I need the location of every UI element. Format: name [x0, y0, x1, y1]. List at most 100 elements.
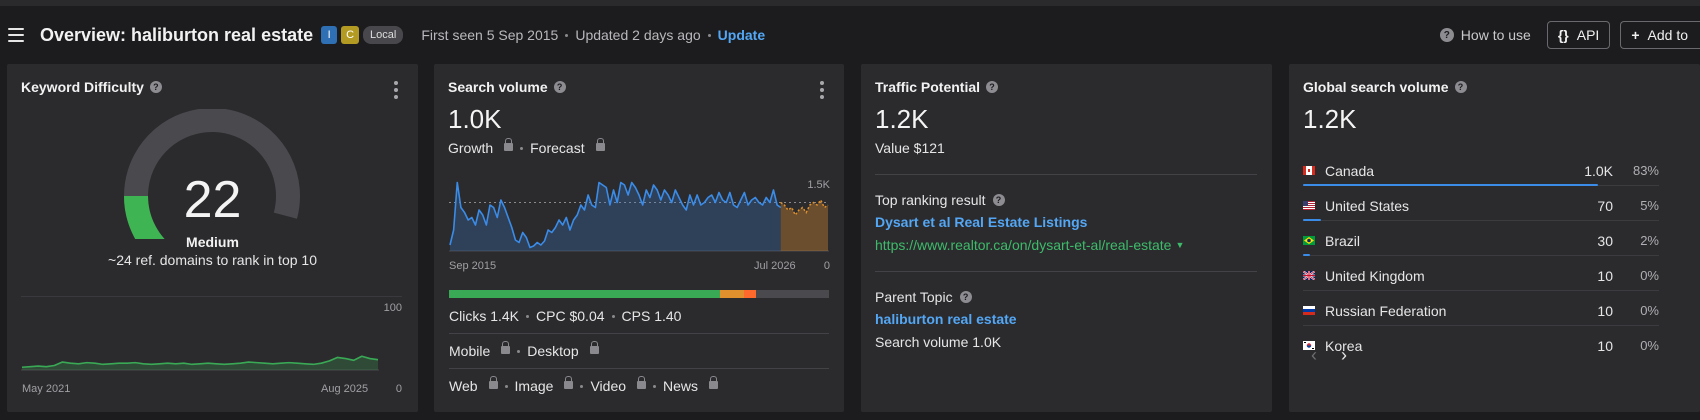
header-actions: ? How to use {} API + Add to: [1439, 21, 1700, 49]
top-result-title-link[interactable]: Dysart et al Real Estate Listings: [875, 214, 1088, 230]
help-icon[interactable]: ?: [959, 291, 972, 303]
country-row-brazil[interactable]: Brazil 30 2%: [1303, 223, 1659, 258]
cps-value: CPS 1.40: [621, 308, 682, 324]
top-result-url-row[interactable]: https://www.realtor.ca/on/dysart-et-al/r…: [875, 237, 1184, 253]
separator-dot: [517, 349, 521, 353]
how-to-use-link[interactable]: ? How to use: [1439, 27, 1531, 43]
share-bar: [1303, 219, 1321, 221]
plus-icon: +: [1631, 27, 1640, 43]
divider: [875, 271, 1257, 272]
help-icon[interactable]: ?: [1454, 81, 1467, 93]
growth-forecast-row: Growth Forecast: [448, 138, 605, 156]
menu-icon[interactable]: [8, 28, 24, 42]
share-track: [1303, 220, 1659, 221]
country-share: 2%: [1640, 233, 1659, 248]
separator-dot: [565, 33, 569, 37]
device-row: Mobile Desktop: [449, 341, 599, 359]
lock-icon: [589, 341, 599, 354]
more-options-icon[interactable]: [394, 81, 398, 99]
gsv-title: Global search volume: [1303, 79, 1449, 95]
country-share: 5%: [1640, 198, 1659, 213]
country-name: United States: [1325, 197, 1410, 214]
lock-icon: [501, 341, 511, 354]
clicks-distribution-bar: [449, 290, 829, 298]
chevron-right-icon[interactable]: ›: [1341, 345, 1347, 365]
canada-flag-icon: [1303, 166, 1315, 175]
growth-label[interactable]: Growth: [448, 140, 494, 156]
chevron-left-icon[interactable]: ‹: [1311, 345, 1317, 365]
tp-value-usd: Value $121: [875, 140, 945, 156]
country-row-united-states[interactable]: United States 70 5%: [1303, 188, 1659, 223]
separator-dot: [504, 384, 508, 388]
kd-score: 22: [183, 171, 242, 229]
braces-icon: {}: [1557, 27, 1569, 43]
kd-gauge: [124, 109, 300, 239]
local-badge: Local: [363, 26, 404, 44]
news-label[interactable]: News: [663, 378, 699, 394]
country-row-korea[interactable]: Korea 10 0%: [1303, 328, 1659, 363]
forecast-label[interactable]: Forecast: [530, 140, 585, 156]
more-options-icon[interactable]: [820, 81, 824, 99]
caret-down-icon[interactable]: ▼: [1175, 240, 1185, 250]
country-row-canada[interactable]: Canada 1.0K 83%: [1303, 153, 1659, 188]
desktop-label[interactable]: Desktop: [527, 343, 579, 359]
image-label[interactable]: Image: [514, 378, 554, 394]
sv-value: 1.0K: [448, 104, 502, 134]
card-title: Keyword Difficulty ?: [21, 79, 162, 95]
card-title: Traffic Potential ?: [875, 79, 999, 95]
country-volume: 10: [1597, 337, 1613, 354]
us-flag-icon: [1303, 201, 1315, 210]
search-type-row: Web Image Video News: [449, 376, 719, 394]
tp-value: 1.2K: [875, 104, 929, 134]
parent-topic-link[interactable]: haliburton real estate: [875, 311, 1017, 327]
first-seen: First seen 5 Sep 2015: [421, 27, 559, 43]
country-share: 0%: [1640, 303, 1659, 318]
kd-chart-ymax: 100: [383, 302, 402, 314]
kd-title: Keyword Difficulty: [21, 79, 144, 95]
share-track: [1303, 255, 1659, 256]
series-area: [450, 182, 781, 251]
video-label[interactable]: Video: [590, 378, 627, 394]
country-volume: 70: [1597, 197, 1613, 214]
gsv-value: 1.2K: [1303, 104, 1357, 134]
how-to-use-label: How to use: [1460, 27, 1531, 43]
korea-flag-icon: [1303, 341, 1315, 350]
country-row-russian-federation[interactable]: Russian Federation 10 0%: [1303, 293, 1659, 328]
update-link[interactable]: Update: [717, 27, 766, 43]
divider: [21, 296, 402, 297]
separator-dot: [707, 33, 711, 37]
add-to-button[interactable]: + Add to: [1620, 21, 1700, 49]
keyword-difficulty-card: Keyword Difficulty ? 22 Medium ~24 ref. …: [7, 64, 418, 412]
help-icon[interactable]: ?: [553, 81, 566, 93]
lock-icon: [488, 376, 498, 389]
separator-dot: [611, 314, 615, 318]
mobile-label[interactable]: Mobile: [449, 343, 491, 359]
other-clicks-segment: [744, 290, 756, 298]
intent-badge-commercial: C: [341, 26, 360, 44]
divider: [449, 368, 829, 369]
intent-badge-informational: I: [321, 26, 338, 44]
parent-topic-label: Parent Topic: [875, 289, 953, 305]
country-row-united-kingdom[interactable]: United Kingdom 10 0%: [1303, 258, 1659, 293]
parent-topic-label-row: Parent Topic ?: [875, 289, 972, 305]
kd-chart-end: Aug 2025: [321, 383, 369, 395]
top-ranking-label: Top ranking result: [875, 192, 986, 208]
help-icon[interactable]: ?: [992, 194, 1005, 206]
clicks-row: Clicks 1.4K CPC $0.04 CPS 1.40: [449, 308, 681, 324]
help-icon[interactable]: ?: [149, 81, 162, 93]
web-label[interactable]: Web: [449, 378, 478, 394]
kd-history-chart: [21, 355, 379, 371]
global-search-volume-card: Global search volume ? 1.2K Canada 1.0K …: [1289, 64, 1700, 412]
card-title: Search volume ?: [448, 79, 566, 95]
country-share: 0%: [1640, 268, 1659, 283]
lock-icon: [595, 138, 605, 151]
sv-chart-ymin: 0: [823, 260, 830, 272]
forecast-line: [780, 198, 829, 217]
help-icon[interactable]: ?: [986, 81, 999, 93]
top-result-url[interactable]: https://www.realtor.ca/on/dysart-et-al/r…: [875, 237, 1172, 253]
api-button[interactable]: {} API: [1546, 21, 1611, 49]
country-name: Canada: [1325, 162, 1375, 179]
country-name: Russian Federation: [1325, 302, 1447, 319]
separator-dot: [526, 314, 530, 318]
brazil-flag-icon: [1303, 236, 1315, 245]
